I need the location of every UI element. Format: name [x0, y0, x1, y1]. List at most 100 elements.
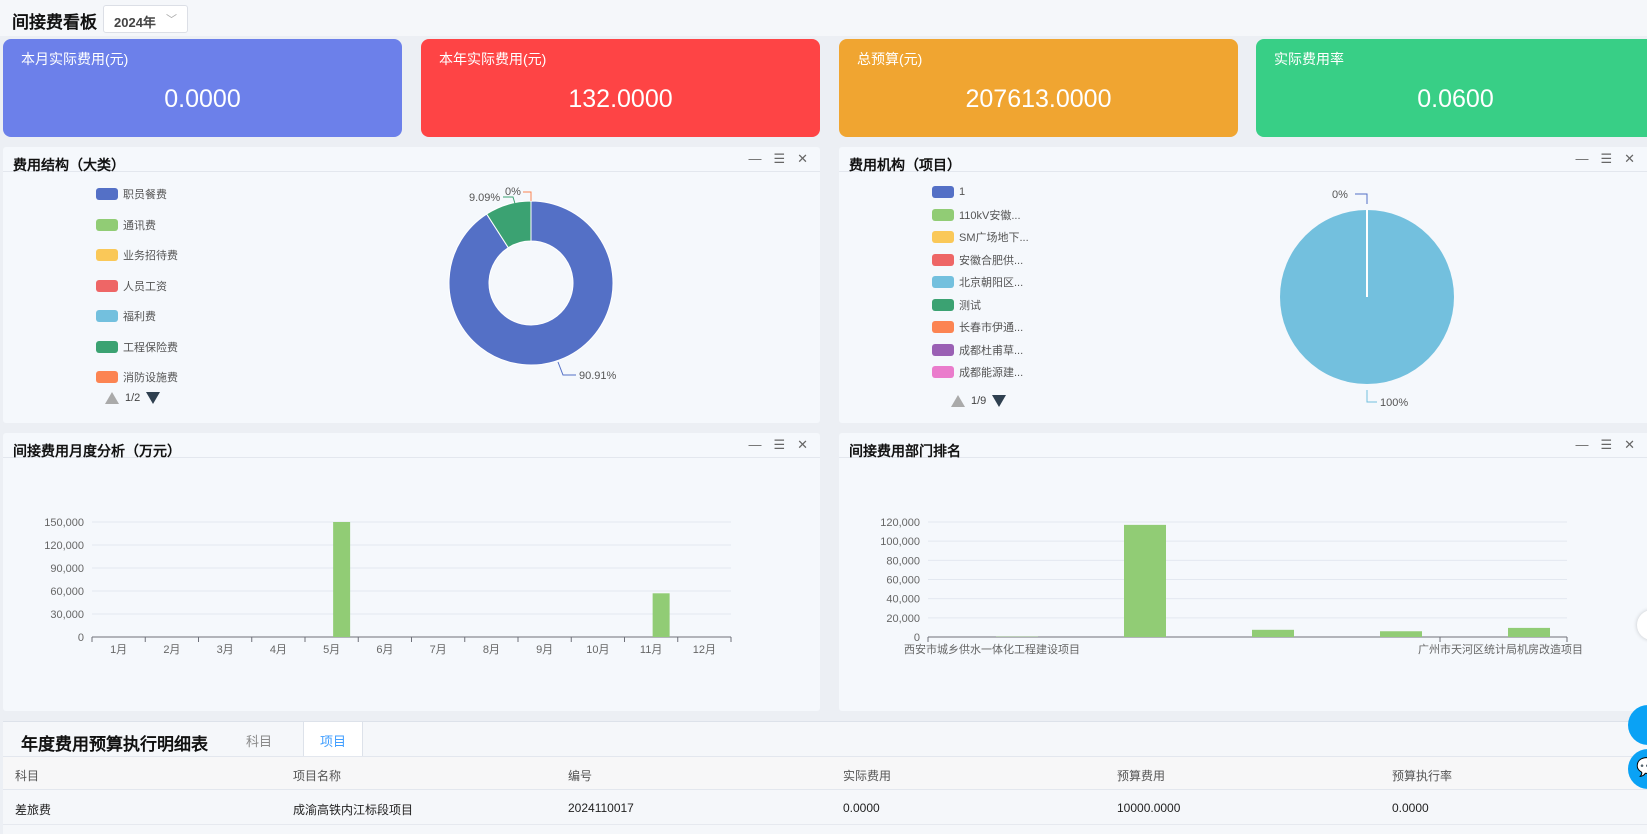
legend-item[interactable]: 人员工资: [96, 271, 178, 302]
col-header: 预算费用: [1117, 769, 1166, 783]
legend-swatch: [932, 208, 954, 221]
legend-item[interactable]: 成都杜甫草...: [932, 339, 1029, 362]
x-tick-label: 5月: [323, 644, 340, 656]
legend-item[interactable]: 消防设施费: [96, 362, 178, 389]
close-icon[interactable]: ✕: [1624, 151, 1635, 166]
menu-icon[interactable]: ☰: [773, 437, 786, 452]
minimize-icon[interactable]: —: [1575, 151, 1589, 166]
x-tick-label: 2月: [163, 644, 180, 656]
legend-swatch: [96, 218, 118, 231]
x-tick-label: 9月: [536, 644, 553, 656]
x-tick-label: 7月: [430, 644, 447, 656]
cell: 0.0000: [843, 801, 880, 815]
legend-item[interactable]: 北京朝阳区...: [932, 271, 1029, 294]
legend-swatch: [932, 186, 954, 199]
minimize-icon[interactable]: —: [748, 151, 762, 166]
page-down-icon[interactable]: [992, 395, 1007, 407]
card-value: 207613.0000: [965, 85, 1112, 113]
page-down-icon[interactable]: [146, 392, 161, 404]
legend-swatch: [96, 249, 118, 262]
legend-swatch: [96, 188, 118, 201]
panel-title: 间接费用部门排名: [849, 443, 961, 459]
minimize-icon[interactable]: —: [748, 437, 762, 452]
floating-action-button[interactable]: [1628, 705, 1647, 745]
legend-label: 北京朝阳区...: [959, 277, 1024, 290]
tab-project[interactable]: 项目: [303, 722, 363, 756]
tab-subject[interactable]: 科目: [245, 734, 272, 749]
legend-swatch: [96, 340, 118, 353]
legend-item[interactable]: 长春市伊通...: [932, 316, 1029, 339]
label-line: [1355, 193, 1368, 204]
bar: [333, 522, 351, 637]
y-tick-label: 60,000: [886, 575, 920, 587]
bar: [1508, 627, 1550, 637]
legend-label: 安徽合肥供...: [959, 254, 1024, 267]
pie-slice: [448, 200, 614, 366]
legend-item[interactable]: 工程保险费: [96, 332, 178, 363]
card-value: 0.0000: [164, 85, 241, 113]
card-label: 本月实际费用(元): [21, 51, 129, 67]
legend-item[interactable]: 1: [932, 181, 1029, 204]
y-tick-label: 150,000: [44, 517, 84, 529]
legend-label: 长春市伊通...: [959, 322, 1024, 335]
legend-label: 工程保险费: [123, 341, 178, 354]
budget-table-panel: 年度费用预算执行明细表 科目 项目 科目 项目名称 编号 实际费用 预算费用 预…: [3, 721, 1647, 834]
legend-swatch: [96, 310, 118, 323]
x-tick-label: 11月: [640, 644, 662, 656]
legend-swatch: [932, 366, 954, 379]
chat-icon[interactable]: 💬: [1628, 749, 1647, 789]
card-value: 132.0000: [568, 85, 673, 113]
menu-icon[interactable]: ☰: [1600, 151, 1613, 166]
close-icon[interactable]: ✕: [797, 151, 808, 166]
page-up-icon[interactable]: [951, 395, 965, 407]
legend-label: 成都能源建...: [959, 367, 1024, 380]
scroll-handle[interactable]: [1637, 610, 1647, 640]
year-select[interactable]: 2024年 ﹀: [103, 5, 188, 33]
monthly-bar-chart: 0 30,000 60,000 90,000 120,000 150,000 1月 2月 3月 4…: [44, 517, 732, 656]
legend-item[interactable]: 职员餐费: [96, 179, 178, 210]
legend-swatch: [932, 298, 954, 311]
legend-item[interactable]: 测试: [932, 294, 1029, 317]
pie-chart: 0% 100%: [1280, 189, 1454, 409]
col-header: 编号: [568, 769, 593, 783]
close-icon[interactable]: ✕: [1624, 437, 1635, 452]
menu-icon[interactable]: ☰: [1600, 437, 1613, 452]
cell: 10000.0000: [1117, 801, 1181, 815]
legend-swatch: [932, 343, 954, 356]
x-tick-label: 1月: [110, 644, 127, 656]
legend-item[interactable]: 成都能源建...: [932, 361, 1029, 384]
legend-item[interactable]: 业务招待费: [96, 240, 178, 271]
legend-item[interactable]: 110kV安徽...: [932, 204, 1029, 227]
legend-item[interactable]: SM广场地下...: [932, 226, 1029, 249]
legend-label: 消防设施费: [123, 372, 178, 385]
minimize-icon[interactable]: —: [1575, 437, 1589, 452]
x-tick-label: 广州市天河区统计局机房改造项目: [1418, 642, 1583, 656]
legend-item[interactable]: 安徽合肥供...: [932, 249, 1029, 272]
col-header: 项目名称: [293, 769, 342, 783]
menu-icon[interactable]: ☰: [773, 151, 786, 166]
close-icon[interactable]: ✕: [797, 437, 808, 452]
y-tick-label: 0: [914, 632, 920, 644]
data-label: 0%: [505, 186, 521, 198]
cell: 2024110017: [568, 801, 634, 815]
panel-dept-ranking: 间接费用部门排名 — ☰ ✕ 0 20,000 40,000 60,000 80,000 10…: [839, 433, 1647, 711]
legend-label: 测试: [959, 299, 981, 312]
legend-pager: 1/9: [951, 395, 1007, 407]
panel-monthly: 间接费用月度分析（万元） — ☰ ✕ 0 30,000 60,000 90,000 120,…: [3, 433, 820, 711]
y-tick-label: 120,000: [44, 540, 84, 552]
legend-item[interactable]: 福利费: [96, 301, 178, 332]
page-up-icon[interactable]: [105, 392, 119, 404]
y-tick-label: 100,000: [880, 536, 920, 548]
page-indicator: 1/2: [125, 392, 141, 404]
legend-item[interactable]: 通讯费: [96, 210, 178, 241]
legend-label: 业务招待费: [123, 250, 178, 263]
y-tick-label: 30,000: [50, 609, 84, 621]
data-label: 90.91%: [579, 370, 617, 382]
chevron-down-icon: ﹀: [166, 14, 177, 26]
label-line: [1366, 390, 1377, 403]
legend-pager: 1/2: [105, 392, 161, 404]
table-row[interactable]: 差旅费 成渝高铁内江标段项目 2024110017 0.0000 10000.0…: [3, 791, 1647, 825]
data-label: 9.09%: [469, 192, 500, 204]
y-tick-label: 90,000: [50, 563, 84, 575]
table-title: 年度费用预算执行明细表: [21, 735, 208, 754]
